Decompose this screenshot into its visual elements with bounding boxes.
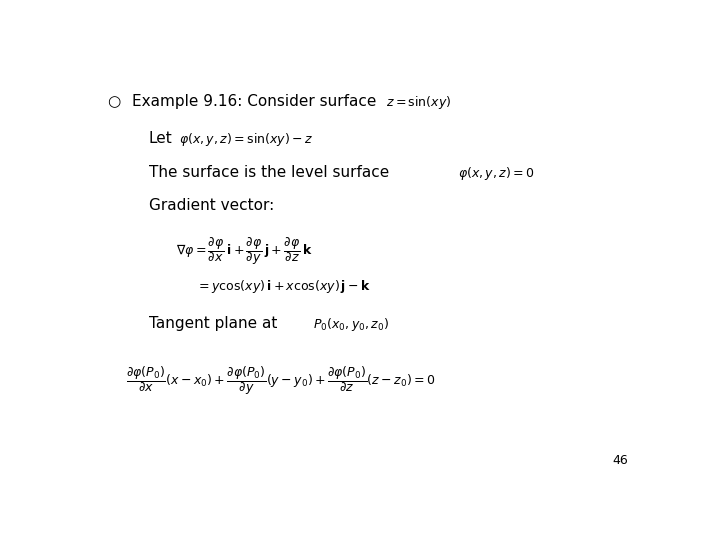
Text: Tangent plane at: Tangent plane at xyxy=(148,316,277,332)
Text: $\varphi(x, y, z) = \sin(xy) - z$: $\varphi(x, y, z) = \sin(xy) - z$ xyxy=(179,131,313,148)
Text: Let: Let xyxy=(148,131,172,146)
Text: 46: 46 xyxy=(613,454,629,467)
Text: ○: ○ xyxy=(107,94,120,109)
Text: $\dfrac{\partial\varphi(P_0)}{\partial x}(x - x_0) + \dfrac{\partial\varphi(P_0): $\dfrac{\partial\varphi(P_0)}{\partial x… xyxy=(126,364,436,397)
Text: Gradient vector:: Gradient vector: xyxy=(148,198,274,213)
Text: $z = \sin(xy)$: $z = \sin(xy)$ xyxy=(386,94,451,111)
Text: $\nabla\varphi = \dfrac{\partial\varphi}{\partial x}\,\mathbf{i} + \dfrac{\parti: $\nabla\varphi = \dfrac{\partial\varphi}… xyxy=(176,235,313,267)
Text: $\varphi(x, y, z) = 0$: $\varphi(x, y, z) = 0$ xyxy=(459,165,535,181)
Text: Example 9.16: Consider surface: Example 9.16: Consider surface xyxy=(132,94,377,109)
Text: The surface is the level surface: The surface is the level surface xyxy=(148,165,389,180)
Text: $= y\cos(xy)\,\mathbf{i} + x\cos(xy)\,\mathbf{j} - \mathbf{k}$: $= y\cos(xy)\,\mathbf{i} + x\cos(xy)\,\m… xyxy=(196,278,371,295)
Text: $P_0(x_0, y_0, z_0)$: $P_0(x_0, y_0, z_0)$ xyxy=(313,316,390,333)
